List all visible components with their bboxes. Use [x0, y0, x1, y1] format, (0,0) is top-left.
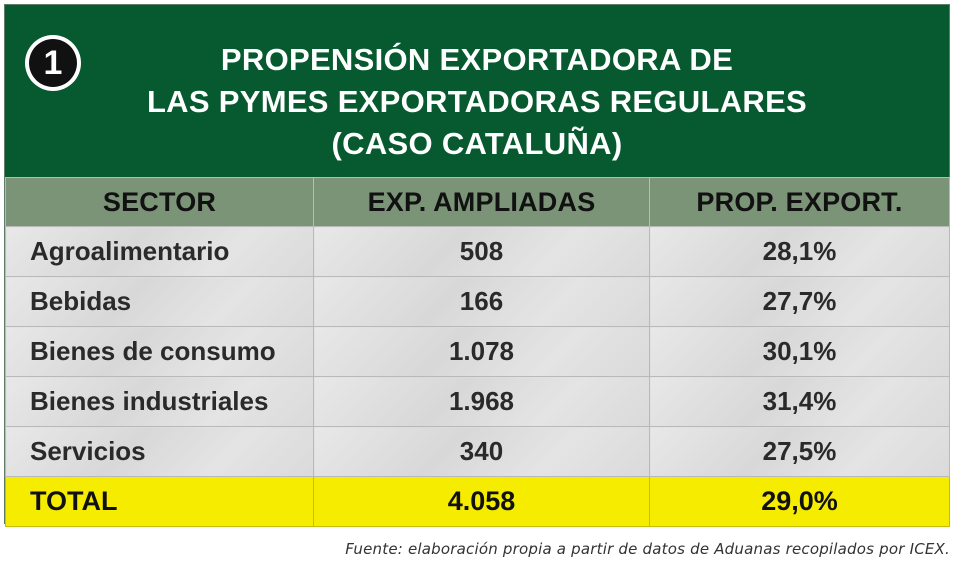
column-header-prop-export: PROP. EXPORT.	[649, 177, 950, 227]
table-figure: 1 PROPENSIÓN EXPORTADORA DE LAS PYMES EX…	[4, 4, 950, 527]
title-line-3: (CASO CATALUÑA)	[331, 126, 623, 161]
column-header-exp-ampliadas: EXP. AMPLIADAS	[313, 177, 650, 227]
data-table: SECTOR EXP. AMPLIADAS PROP. EXPORT. Agro…	[5, 177, 950, 527]
cell-sector: Bebidas	[5, 276, 314, 327]
table-row: Servicios 340 27,5%	[5, 426, 950, 477]
cell-sector: Agroalimentario	[5, 226, 314, 277]
page-title: PROPENSIÓN EXPORTADORA DE LAS PYMES EXPO…	[5, 39, 949, 165]
cell-sector: Bienes de consumo	[5, 326, 314, 377]
cell-prop: 30,1%	[649, 326, 950, 377]
table-row: Bienes industriales 1.968 31,4%	[5, 376, 950, 427]
cell-exp: 1.968	[313, 376, 650, 427]
source-note: Fuente: elaboración propia a partir de d…	[345, 540, 950, 558]
table-row: Bienes de consumo 1.078 30,1%	[5, 326, 950, 377]
cell-exp: 1.078	[313, 326, 650, 377]
table-row: Agroalimentario 508 28,1%	[5, 226, 950, 277]
title-line-2: LAS PYMES EXPORTADORAS REGULARES	[146, 84, 808, 119]
total-exp: 4.058	[313, 476, 650, 527]
title-line-1: PROPENSIÓN EXPORTADORA DE	[220, 42, 734, 77]
cell-exp: 166	[313, 276, 650, 327]
title-banner: 1 PROPENSIÓN EXPORTADORA DE LAS PYMES EX…	[5, 5, 949, 177]
figure-number: 1	[29, 39, 77, 87]
figure-number-badge: 1	[25, 35, 81, 91]
cell-exp: 340	[313, 426, 650, 477]
cell-prop: 31,4%	[649, 376, 950, 427]
column-header-sector: SECTOR	[5, 177, 314, 227]
cell-sector: Servicios	[5, 426, 314, 477]
cell-prop: 28,1%	[649, 226, 950, 277]
table-row: Bebidas 166 27,7%	[5, 276, 950, 327]
cell-prop: 27,5%	[649, 426, 950, 477]
total-prop: 29,0%	[649, 476, 950, 527]
cell-sector: Bienes industriales	[5, 376, 314, 427]
total-label: TOTAL	[5, 476, 314, 527]
table-header-row: SECTOR EXP. AMPLIADAS PROP. EXPORT.	[5, 177, 950, 227]
cell-exp: 508	[313, 226, 650, 277]
total-row: TOTAL 4.058 29,0%	[5, 476, 950, 527]
cell-prop: 27,7%	[649, 276, 950, 327]
